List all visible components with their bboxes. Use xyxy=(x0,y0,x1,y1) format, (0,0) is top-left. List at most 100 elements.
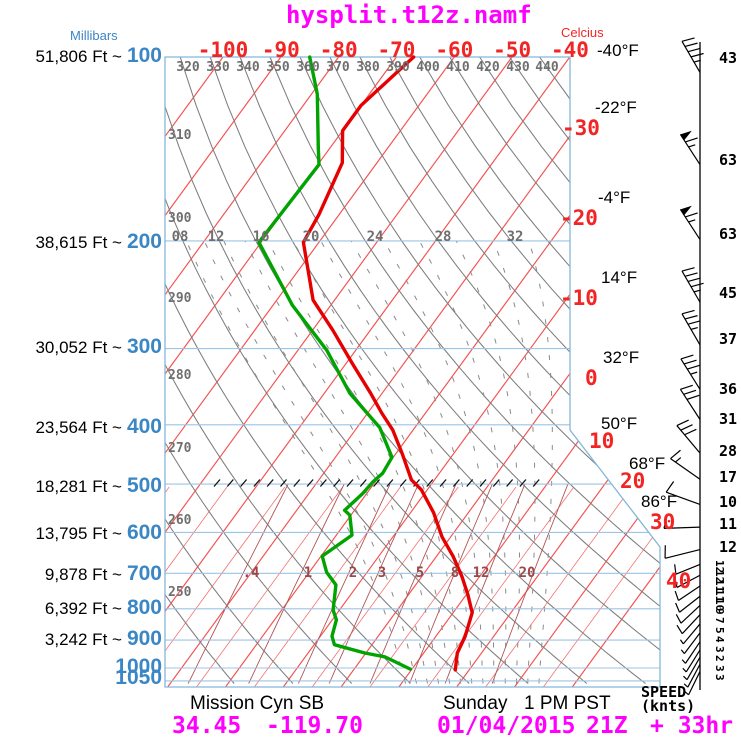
moist-adiabat-line xyxy=(320,240,473,684)
altitude-feet-label: 3,242 Ft ~ xyxy=(44,630,122,649)
station-latitude: 34.45 xyxy=(172,713,242,739)
top-celsius-tick: -90 xyxy=(261,38,300,62)
isotherm-line xyxy=(167,57,629,687)
dry-adiabat-label-top: 320 xyxy=(176,60,200,75)
moist-adiabat-label: 20 xyxy=(302,229,320,245)
mixing-ratio-line xyxy=(409,483,493,684)
pressure-axis-row: 6,392 Ft ~800 xyxy=(45,597,162,618)
mixing-ratio-line xyxy=(248,483,345,684)
fahrenheit-tick: 86°F xyxy=(641,492,678,511)
wind-speed-value: 37 xyxy=(719,330,738,348)
hatch-tick xyxy=(333,479,341,487)
wind-barb xyxy=(680,632,701,655)
isotherm-line xyxy=(225,57,660,687)
wind-speed-value-rotated: 3 xyxy=(713,645,726,653)
wind-barb xyxy=(663,515,701,529)
dry-adiabat-line xyxy=(509,57,660,684)
fahrenheit-tick: 68°F xyxy=(629,454,666,473)
isotherm-line xyxy=(485,486,632,687)
hatch-tick xyxy=(306,479,314,487)
dry-adiabat-line xyxy=(329,57,660,684)
hatch-tick xyxy=(373,479,381,487)
dry-adiabat-line xyxy=(165,57,235,684)
wind-speed-value-rotated: 7 xyxy=(713,617,726,624)
wind-barb xyxy=(684,671,701,696)
pressure-mb-label: 1000 xyxy=(115,655,162,678)
wind-speed-value-rotated: 3 xyxy=(713,664,726,672)
altitude-feet-label: 6,392 Ft ~ xyxy=(44,599,122,618)
wind-barb xyxy=(670,449,701,480)
pressure-mb-label: 100 xyxy=(126,44,162,67)
moist-adiabat-line xyxy=(244,240,440,684)
fahrenheit-tick: 14°F xyxy=(601,268,638,287)
wind-barb xyxy=(675,595,701,613)
pressure-mb-label: 600 xyxy=(126,521,162,544)
plot-boundary xyxy=(164,56,661,688)
wind-barb xyxy=(664,545,701,559)
celsius-axis-label: Celcius xyxy=(561,25,604,40)
dry-adiabat-line xyxy=(359,57,660,684)
hatch-tick xyxy=(319,479,327,487)
plot-clipped-layer xyxy=(165,57,660,687)
top-celsius-tick: -40 xyxy=(551,38,589,62)
dry-adiabat-label-left: 300 xyxy=(168,211,192,226)
dry-adiabat-label-top: 340 xyxy=(236,60,260,75)
right-celsius-tick: 0 xyxy=(585,366,598,390)
dry-adiabat-label-top: 430 xyxy=(506,60,530,75)
station-longitude: -119.70 xyxy=(266,713,363,739)
wind-speed-value: 11 xyxy=(719,515,738,533)
pressure-axis-row: 1050 xyxy=(110,667,162,688)
pressure-mb-label: 300 xyxy=(126,335,162,358)
hatch-tick xyxy=(293,479,301,487)
pressure-axis-row: 1000 xyxy=(110,656,162,677)
mixing-ratio-line xyxy=(444,483,526,684)
hatch-tick xyxy=(519,479,527,487)
millibars-axis-label: Millibars xyxy=(70,28,118,43)
wind-speed-value-rotated: 9 xyxy=(713,607,726,615)
wind-barb xyxy=(683,663,701,688)
top-celsius-tick: -50 xyxy=(493,38,532,62)
wind-barb xyxy=(683,656,701,681)
mixing-ratio-label: 1 xyxy=(303,565,313,581)
wind-barb xyxy=(674,574,701,588)
altitude-feet-label: 51,806 Ft ~ xyxy=(35,47,122,66)
pressure-mb-label: 1050 xyxy=(115,666,162,689)
right-celsius-tick: 20 xyxy=(620,469,646,493)
forecast-hour-offset: + 33hr xyxy=(650,713,734,739)
wind-barb xyxy=(676,614,701,635)
hatch-tick xyxy=(532,479,540,487)
wind-barb xyxy=(681,37,704,73)
dry-adiabat-label-top: 350 xyxy=(266,60,290,75)
mixing-ratio-line xyxy=(369,483,457,684)
mixing-ratio-line xyxy=(187,483,289,684)
hatch-tick xyxy=(346,479,354,487)
wind-barb xyxy=(665,481,701,506)
forecast-date: 01/04/2015 xyxy=(437,713,576,739)
mixing-ratio-label: 20 xyxy=(518,565,536,581)
right-celsius-tick: -30 xyxy=(562,116,600,140)
wind-speed-value-rotated: 2 xyxy=(713,655,726,662)
wind-speed-value: 63 xyxy=(719,225,738,243)
isotherm-line xyxy=(514,57,660,687)
hatch-tick xyxy=(386,479,394,487)
moist-adiabat-line xyxy=(383,240,495,684)
pressure-axis-row: 3,242 Ft ~900 xyxy=(45,628,162,649)
hatch-tick xyxy=(452,479,460,487)
temperature-profile-line xyxy=(301,55,474,672)
mixing-ratio-line xyxy=(491,483,569,684)
top-celsius-tick: -100 xyxy=(197,38,249,62)
wind-barb xyxy=(674,563,701,575)
isotherm-line xyxy=(165,486,286,687)
speed-axis-label: SPEED xyxy=(641,683,687,701)
fahrenheit-tick: -4°F xyxy=(598,188,631,207)
pressure-mb-label: 700 xyxy=(126,562,162,585)
wind-speed-value: 45 xyxy=(719,284,738,302)
isotherm-line xyxy=(254,486,401,687)
mixing-ratio-label: .4 xyxy=(242,565,260,581)
pressure-mb-label: 200 xyxy=(126,230,162,253)
isotherm-line xyxy=(369,486,517,687)
wind-barb xyxy=(675,605,701,624)
dry-adiabat-line xyxy=(299,57,660,684)
fahrenheit-tick: -40°F xyxy=(597,41,639,60)
